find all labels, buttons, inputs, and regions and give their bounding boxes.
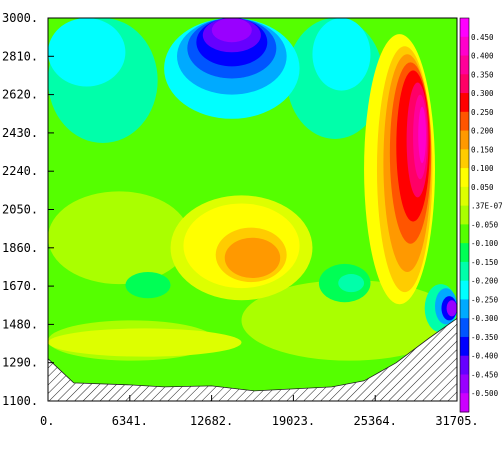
colorbar-swatch	[460, 299, 469, 319]
x-tick-label: 19023.	[272, 414, 315, 428]
y-tick-label: 2240.	[2, 164, 38, 178]
colorbar-label: -0.200	[471, 277, 499, 286]
y-tick-label: 2810.	[2, 49, 38, 63]
colorbar-label: -0.150	[471, 258, 499, 267]
x-tick-label: 31705.	[435, 414, 478, 428]
contour-band-0.400	[418, 106, 426, 164]
colorbar-label: -0.250	[471, 295, 499, 304]
colorbar-swatch	[460, 55, 469, 75]
colorbar-swatch	[460, 205, 469, 225]
contour-band-0.150	[224, 237, 281, 279]
contour-band--0.250	[48, 18, 126, 87]
colorbar-swatch	[460, 111, 469, 132]
contour-band--0.500	[211, 18, 252, 43]
contour-band--0.150	[125, 271, 171, 299]
x-tick-label: 0.	[40, 414, 54, 428]
colorbar-label: -0.050	[471, 220, 499, 229]
contour-band-.37E-07	[48, 328, 242, 357]
colorbar-swatch	[460, 318, 469, 338]
colorbar-swatch	[460, 280, 469, 300]
colorbar-label: -0.300	[471, 314, 499, 323]
colorbar-label: 0.300	[471, 89, 494, 98]
y-tick-label: 2050.	[2, 203, 38, 217]
contour-band--0.050	[48, 191, 190, 285]
colorbar-label: 0.150	[471, 145, 494, 154]
colorbar-label: 0.100	[471, 164, 494, 173]
colorbar-label: 0.250	[471, 108, 494, 117]
y-tick-label: 1480.	[2, 317, 38, 331]
y-axis: 3000. 2810. 2620. 2430. 2240. 2050. 1860. 1670.…	[2, 11, 54, 408]
plot-area	[48, 18, 457, 401]
contour-band--0.250	[312, 18, 371, 91]
colorbar: 0.450 0.400 0.350 0.300 0.250 0.200 0.150 0.100…	[459, 17, 502, 413]
colorbar-frame	[459, 17, 470, 413]
colorbar-swatch	[460, 393, 469, 413]
colorbar-label: -0.100	[471, 239, 499, 248]
y-tick-label: 1670.	[2, 279, 38, 293]
y-tick-label: 3000.	[2, 11, 38, 25]
y-tick-label: 1100.	[2, 394, 38, 408]
colorbar-swatch	[460, 224, 469, 244]
colorbar-label: -0.500	[471, 389, 499, 398]
colorbar-swatch	[460, 261, 469, 282]
colorbar-label: 0.450	[471, 33, 494, 42]
colorbar-label: -0.450	[471, 370, 499, 379]
x-tick-label: 6341.	[112, 414, 148, 428]
colorbar-swatch	[460, 186, 469, 207]
colorbar-label: 0.400	[471, 52, 494, 61]
colorbar-swatch	[460, 149, 469, 169]
colorbar-swatch	[460, 18, 469, 38]
colorbar-label: -0.400	[471, 352, 499, 361]
y-tick-label: 2620.	[2, 88, 38, 102]
y-tick-label: 1290.	[2, 356, 38, 370]
terrain-hatch	[47, 317, 458, 402]
x-tick-label: 12682.	[190, 414, 233, 428]
contour-band--0.500	[446, 300, 457, 317]
colorbar-swatch	[460, 243, 469, 263]
y-tick-label: 2430.	[2, 126, 38, 140]
x-axis: 0. 6341. 12682. 19023. 25364. 31705.	[40, 395, 479, 428]
colorbar-swatch	[460, 36, 469, 57]
colorbar-swatch	[460, 374, 469, 394]
colorbar-label: -0.350	[471, 333, 499, 342]
colorbar-swatch	[460, 168, 469, 188]
colorbar-swatch	[460, 74, 469, 94]
colorbar-swatch	[460, 336, 469, 357]
colorbar-swatch	[460, 130, 469, 150]
x-tick-label: 25364.	[354, 414, 397, 428]
colorbar-swatch	[460, 93, 469, 113]
colorbar-label: 0.200	[471, 127, 494, 136]
contour-band--0.200	[338, 274, 365, 293]
colorbar-swatch	[460, 355, 469, 375]
colorbar-label: 0.050	[471, 183, 494, 192]
colorbar-label: 0.350	[471, 70, 494, 79]
colorbar-label: .37E-07	[471, 202, 502, 211]
y-tick-label: 1860.	[2, 241, 38, 255]
